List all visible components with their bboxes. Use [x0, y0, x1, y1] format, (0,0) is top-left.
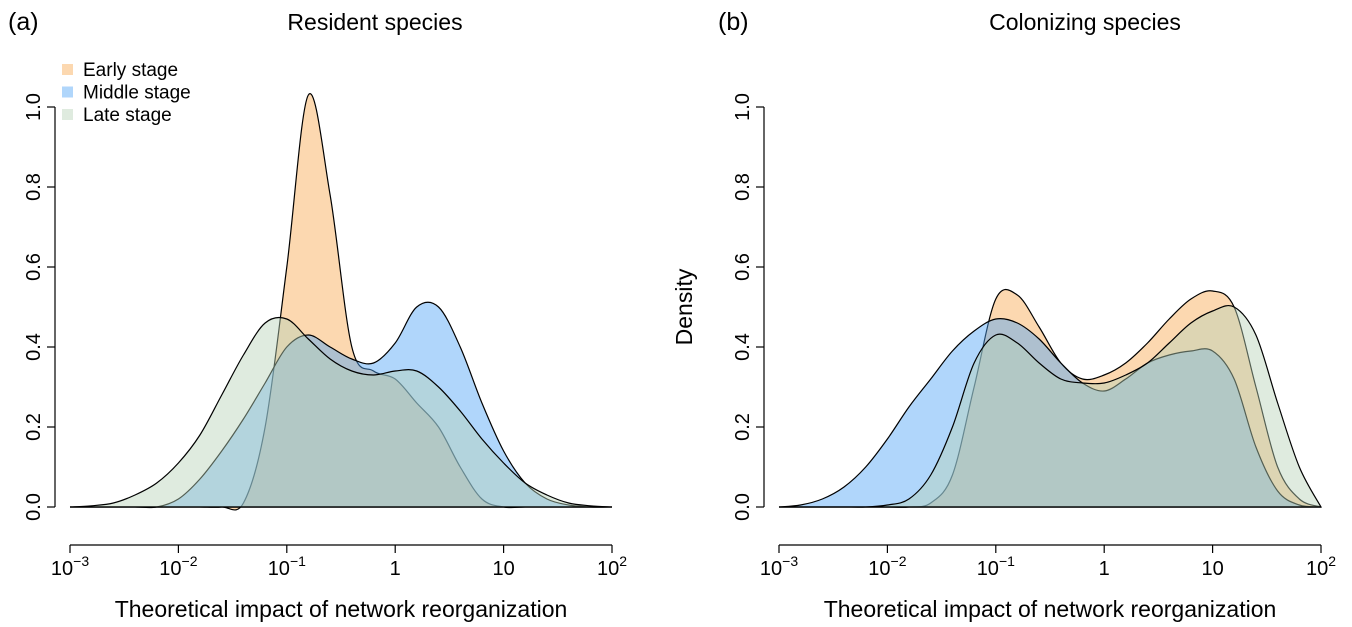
y-tick-label: 0.8: [23, 173, 45, 201]
legend-swatch: [62, 86, 73, 98]
x-tick-base: 10: [1306, 558, 1328, 580]
x-tick-base: 10: [51, 558, 73, 580]
legend-swatch: [62, 64, 73, 75]
density-area: [778, 317, 1322, 508]
x-tick-exponent: −2: [182, 553, 198, 569]
x-axis-title: Theoretical impact of network reorganiza…: [824, 596, 1277, 622]
y-tick-label: 0.0: [23, 493, 45, 521]
x-tick-label: 10−1: [977, 553, 1015, 580]
x-tick-label: 102: [1306, 553, 1336, 580]
legend-swatch: [62, 109, 73, 120]
panel-label: (a): [8, 8, 39, 36]
panel-label: (b): [718, 8, 749, 36]
density-area: [778, 304, 1323, 508]
x-tick-label: 10: [1201, 558, 1223, 580]
x-tick-label: 10−1: [268, 553, 306, 580]
y-tick-label: 0.4: [732, 333, 754, 361]
legend-text: Middle stage: [83, 83, 191, 104]
y-tick-label: 0.6: [732, 253, 754, 281]
chart-title: Colonizing species: [989, 9, 1181, 35]
x-tick-label: 102: [597, 553, 627, 580]
x-tick-base: 10: [597, 558, 619, 580]
y-tick-label: 0.2: [732, 413, 754, 441]
x-tick-label: 10−2: [159, 553, 197, 580]
x-tick-exponent: 2: [619, 553, 627, 569]
x-tick-label: 1: [1099, 558, 1110, 580]
x-tick-exponent: −3: [782, 553, 798, 569]
y-tick-label: 0.8: [732, 173, 754, 201]
y-tick-label: 0.2: [23, 413, 45, 441]
x-tick-label: 10−3: [760, 553, 798, 580]
x-tick-base: 10: [760, 558, 782, 580]
chart-title: Resident species: [287, 9, 462, 35]
legend-text: Late stage: [83, 105, 172, 126]
x-tick-label: 10−2: [868, 553, 906, 580]
density-area: [69, 316, 613, 508]
x-tick-base: 10: [868, 558, 890, 580]
x-tick-base: 10: [977, 558, 999, 580]
legend-text: Early stage: [83, 60, 178, 81]
x-tick-exponent: 2: [1328, 553, 1336, 569]
x-tick-base: 10: [268, 558, 290, 580]
x-tick-exponent: −3: [73, 553, 89, 569]
x-tick-label: 10: [492, 558, 514, 580]
x-tick-base: 10: [159, 558, 181, 580]
x-tick-exponent: −1: [999, 553, 1015, 569]
y-tick-label: 0.0: [732, 493, 754, 521]
x-tick-exponent: −2: [891, 553, 907, 569]
x-axis-title: Theoretical impact of network reorganiza…: [115, 596, 568, 622]
x-tick-exponent: −1: [290, 553, 306, 569]
y-tick-label: 1.0: [23, 93, 45, 121]
y-tick-label: 1.0: [732, 93, 754, 121]
y-axis-title: Density: [671, 268, 697, 345]
y-tick-label: 0.4: [23, 333, 45, 361]
x-tick-label: 10−3: [51, 553, 89, 580]
y-tick-label: 0.6: [23, 253, 45, 281]
x-tick-label: 1: [390, 558, 401, 580]
